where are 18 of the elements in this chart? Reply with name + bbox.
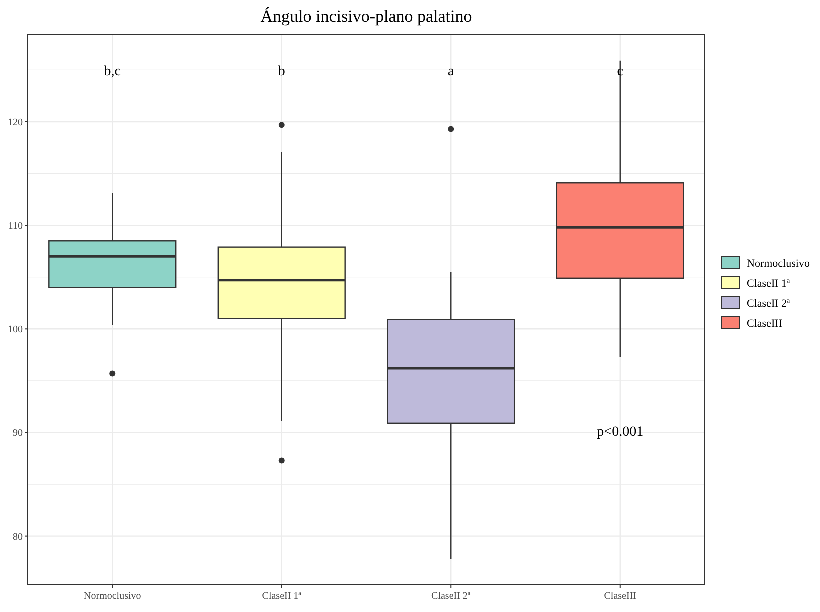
legend-label: ClaseII 2ª xyxy=(747,298,792,310)
y-tick-label: 120 xyxy=(8,118,23,129)
annotation: p<0.001 xyxy=(597,424,644,440)
x-tick-label: ClaseII 2ª xyxy=(432,591,471,602)
x-tick-label: Normoclusivo xyxy=(84,591,142,602)
annotation: a xyxy=(448,64,456,80)
x-tick-label: ClaseII 1ª xyxy=(262,591,302,602)
chart-title: Ángulo incisivo-plano palatino xyxy=(260,7,472,26)
x-tick-label: ClaseIII xyxy=(604,591,636,602)
annotation: b xyxy=(278,64,286,80)
legend-label: ClaseIII xyxy=(747,318,783,330)
y-tick-label: 110 xyxy=(8,221,23,232)
annotation: b,c xyxy=(104,64,121,80)
y-tick-label: 90 xyxy=(13,428,23,440)
legend-label: ClaseII 1ª xyxy=(747,278,792,290)
legend-label: Normoclusivo xyxy=(747,258,810,270)
y-tick-label: 80 xyxy=(13,532,23,543)
y-tick-label: 100 xyxy=(8,324,23,336)
